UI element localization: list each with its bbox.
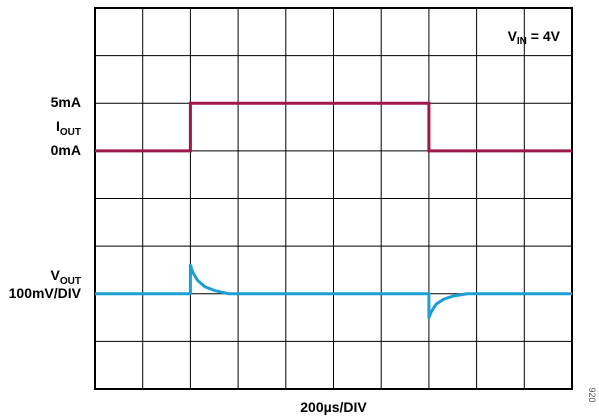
iout-level-0ma: 0mA [50,141,81,158]
vout-label: VOUT [50,266,81,287]
vout-trace [95,263,572,320]
vout-scale-label: 100mV/DIV [8,284,81,301]
iout-label: IOUT [56,118,81,139]
plot-grid [95,8,572,389]
iout-level-5ma: 5mA [50,94,81,111]
traces [95,101,572,320]
figure-number: 920 [587,387,597,402]
vin-annotation: VIN = 4V [508,28,561,47]
iout-trace [95,101,572,153]
plot-frame [94,7,573,390]
x-axis-label: 200µs/DIV [300,399,367,415]
